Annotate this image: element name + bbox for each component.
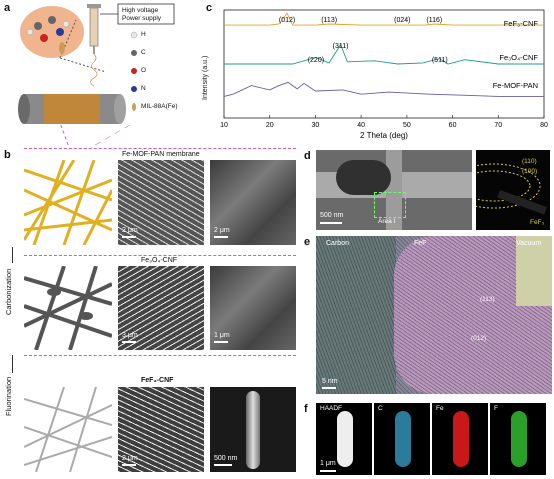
model-fibers-light	[24, 387, 112, 472]
f-label-c: C	[378, 405, 383, 412]
hrtem-image	[316, 236, 552, 394]
panel-label-f: f	[304, 403, 308, 415]
sem-fe3o4-low	[118, 266, 204, 350]
e-scale: 5 nm	[322, 378, 338, 385]
panel-label-b: b	[4, 149, 11, 161]
sem-mof-pan-high	[210, 160, 296, 245]
x-tick-label-6: 70	[494, 122, 502, 129]
x-tick-label-4: 50	[403, 122, 411, 129]
f-label-haadf: HAADF	[320, 405, 343, 412]
panel-label-e: e	[304, 236, 311, 248]
sem-fef3-high	[210, 387, 296, 472]
d-phase: FeF₃	[530, 219, 545, 226]
syringe-body	[89, 7, 99, 47]
series-line-2	[223, 81, 544, 97]
model-fibers-gold	[24, 160, 112, 245]
x-tick-label-7: 80	[540, 122, 548, 129]
hv-label-1: High voltage	[122, 7, 159, 14]
f-scale: 1 μm	[320, 460, 336, 467]
scale-b4: 1 μm	[214, 332, 230, 339]
xrd-chart: 10 20 30 40 50 60 70 80 2 Theta (deg) FeF₃-CNF Fe₃…	[220, 9, 548, 140]
legend-n: N	[141, 85, 146, 92]
x-tick-label-2: 30	[312, 122, 320, 129]
hv-box	[117, 3, 175, 25]
legend-o: O	[141, 67, 147, 74]
molecule-bubble	[20, 6, 84, 58]
legend-h: H	[141, 31, 146, 38]
model-fibers-gray	[24, 266, 112, 350]
f-label-fe: Fe	[436, 405, 444, 412]
x-tick-label-5: 60	[449, 122, 457, 129]
panel-label-c: c	[206, 2, 213, 14]
e-vacuum: Vacuum	[516, 240, 542, 247]
side-fluorination: Fluorination	[4, 376, 13, 416]
scale-b1: 2 μm	[122, 227, 138, 234]
series-line-0	[224, 12, 544, 26]
sem-fef3-low	[118, 387, 204, 472]
map-f	[490, 403, 546, 475]
c-ylabel: Intensity (a.u.)	[202, 55, 209, 100]
map-fe	[432, 403, 488, 475]
d-scale: 500 nm	[320, 212, 344, 219]
sem-fe3o4-high	[210, 266, 296, 350]
map-c	[374, 403, 430, 475]
peak-top-3: (116)	[426, 17, 442, 24]
scale-b3: 3 μm	[122, 332, 138, 339]
f-label-f: F	[494, 405, 498, 412]
e-fef: FeF	[414, 240, 427, 247]
map-haadf	[316, 403, 372, 475]
peak-mid-1: (311)	[333, 43, 349, 50]
e-plane1: (113)	[480, 296, 495, 303]
hv-label-2: Power supply	[122, 15, 162, 22]
series-name-1: Fe₃O₄-CNF	[499, 53, 538, 62]
legend-mof: MIL-88A(Fe)	[141, 103, 178, 110]
series-line-1	[224, 43, 544, 65]
row1-title: Fe-MOF-PAN membrane	[122, 151, 200, 158]
series-name-2: Fe-MOF-PAN	[493, 81, 538, 90]
panel-label-d: d	[304, 150, 311, 162]
row3-title: FeF₃-CNF	[141, 377, 174, 384]
legend-h-dot	[130, 31, 138, 39]
side-carbonization: Carbonization	[4, 268, 13, 315]
legend-o-dot	[131, 68, 137, 74]
electrospinning-schematic	[18, 3, 175, 124]
x-tick-label-3: 40	[357, 122, 365, 129]
peak-mid-2: (511)	[432, 57, 448, 64]
peak-top-1: (113)	[321, 17, 337, 24]
legend-n-dot	[131, 86, 137, 92]
scale-b2: 2 μm	[214, 227, 230, 234]
scale-b6: 500 nm	[214, 455, 238, 462]
d-ring1: (110)	[522, 158, 537, 165]
e-carbon: Carbon	[326, 240, 349, 247]
row2-title: Fe₃O₄-CNF	[141, 257, 178, 264]
scale-b5: 2 μm	[122, 455, 138, 462]
x-axis-label: 2 Theta (deg)	[360, 131, 408, 140]
d-area: Area I	[378, 218, 396, 225]
e-plane2: (012)	[471, 335, 487, 342]
sem-mof-pan-low	[118, 160, 204, 245]
x-tick-label-0: 10	[220, 122, 228, 129]
legend-mof-shape	[132, 103, 136, 111]
legend-c-dot	[131, 50, 137, 56]
peak-top-0: (012)	[279, 17, 295, 24]
peak-mid-0: (220)	[308, 57, 324, 64]
series-name-0: FeF₃-CNF	[504, 19, 539, 28]
panel-label-a: a	[4, 2, 11, 14]
d-ring2: (100)	[522, 168, 538, 175]
x-tick-label-1: 20	[266, 122, 274, 129]
peak-top-2: (024)	[394, 17, 410, 24]
saed-pattern	[476, 150, 550, 230]
tem-overview	[316, 150, 472, 230]
legend-c: C	[141, 49, 146, 56]
